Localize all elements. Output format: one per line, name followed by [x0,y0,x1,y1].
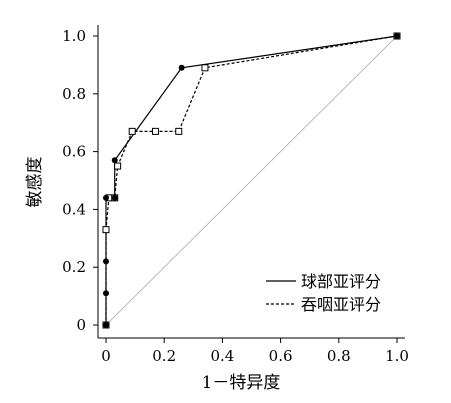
series-1-point-0 [103,322,109,328]
series-1-point-6 [178,64,185,71]
y-axis-title: 敏感度 [25,157,45,208]
y-tick-label-0: 0 [76,316,86,334]
series-2-point-4 [114,162,122,170]
x-tick-label-1: 0.2 [152,347,176,365]
x-tick-label-3: 0.6 [269,347,293,365]
x-tick-label-5: 1.0 [385,347,409,365]
series-2-point-7 [175,127,183,135]
y-tick-label-5: 1.0 [62,27,86,45]
series-layer [102,32,401,329]
series-2-line [105,35,398,325]
x-tick-label-2: 0.4 [210,347,234,365]
x-tick-label-0: 0 [101,347,111,365]
y-tick-label-3: 0.6 [62,143,86,161]
y-tick-label-1: 0.2 [62,258,86,276]
y-tick-label-4: 0.8 [62,85,86,103]
series-1-point-1 [103,290,109,297]
series-1-point-2 [103,258,109,265]
legend-label-series-1: 球部亚评分 [301,272,381,291]
reference-diagonal-line [105,35,398,326]
series-1-point-3 [103,194,109,201]
tick-layer: 0 0.2 0.4 0.6 0.8 1.0 0 0.2 0.4 0.6 0.8 1.0 [62,27,409,365]
series-1-point-4 [111,194,118,201]
plot-area: 0 0.2 0.4 0.6 0.8 1.0 0 0.2 0.4 0.6 0.8 1.0 [62,25,409,365]
legend-label-series-2: 吞咽亚评分 [301,295,381,314]
series-1-point-5 [111,157,118,164]
legend: 球部亚评分 吞咽亚评分 [266,272,381,314]
y-tick-label-2: 0.4 [62,200,86,218]
series-1-point-7 [394,33,400,39]
x-axis-title: 1－特异度 [202,373,281,393]
reference-line-layer [105,35,398,326]
series-2-point-6 [151,127,159,135]
series-2-point-1 [102,226,110,234]
x-tick-label-4: 0.8 [327,347,351,365]
series-2-point-5 [128,127,136,135]
series-2-point-8 [201,64,209,72]
